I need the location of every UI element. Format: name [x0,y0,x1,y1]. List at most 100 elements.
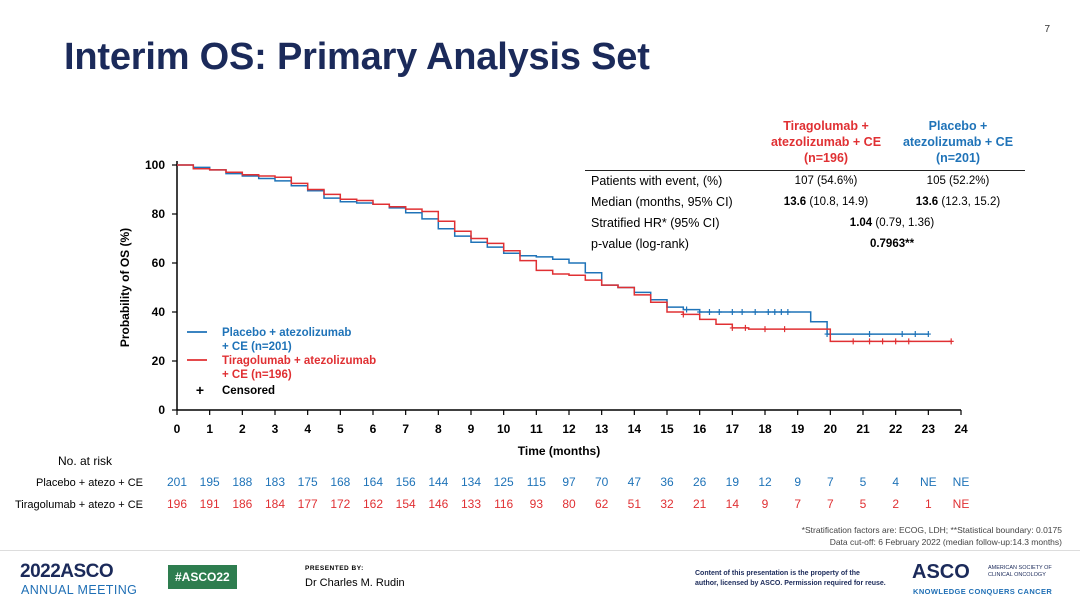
footnote-data-cutoff: Data cut-off: 6 February 2022 (median fo… [829,537,1062,547]
risk-value: 183 [265,475,285,489]
risk-table-heading: No. at risk [58,454,113,468]
censor-mark [906,338,912,345]
risk-value: 93 [530,497,544,511]
x-tick-label: 24 [954,422,968,436]
risk-value: 186 [232,497,252,511]
risk-value: 7 [794,497,801,511]
asco-logo: ASCO AMERICAN SOCIETY OF CLINICAL ONCOLO… [912,561,1053,596]
legend-label: Tiragolumab + atezolizumab [222,355,376,367]
risk-value: 12 [758,475,772,489]
censor-mark [778,309,784,315]
censor-mark [742,324,748,331]
censor-mark [729,309,735,315]
x-tick-label: 17 [726,422,740,436]
x-tick-label: 7 [402,422,409,436]
risk-value: 14 [726,497,740,511]
risk-value: NE [953,475,970,489]
risk-value: 162 [363,497,383,511]
censor-mark [899,331,905,338]
risk-value: 5 [860,497,867,511]
stats-row-hr: Stratified HR* (95% CI) 1.04 (0.79, 1.36… [585,213,1025,234]
hashtag-badge: #ASCO22 [168,565,237,589]
risk-value: 175 [298,475,318,489]
x-tick-label: 18 [758,422,772,436]
risk-value: 36 [660,475,674,489]
risk-value: 19 [726,475,740,489]
y-tick-label: 20 [152,354,166,368]
x-tick-label: 5 [337,422,344,436]
x-tick-label: 1 [206,422,213,436]
censor-mark [880,338,886,345]
x-tick-label: 20 [824,422,838,436]
risk-value: 62 [595,497,609,511]
risk-value: 9 [794,475,801,489]
risk-value: 70 [595,475,609,489]
x-tick-label: 10 [497,422,511,436]
censor-mark [762,326,768,333]
x-tick-label: 4 [304,422,311,436]
risk-row-label: Tiragolumab + atezo + CE [15,499,143,511]
y-tick-label: 0 [158,403,165,417]
censor-mark [867,338,873,345]
censor-mark [739,309,745,315]
risk-value: 1 [925,497,932,511]
x-tick-label: 16 [693,422,707,436]
risk-value: 51 [628,497,642,511]
y-tick-label: 100 [145,158,165,172]
presenter-block: PRESENTED BY: Dr Charles M. Rudin [305,565,405,589]
censor-mark [850,338,856,345]
risk-value: 21 [693,497,707,511]
legend-label: Placebo + atezolizumab [222,327,351,339]
risk-value: 4 [892,475,899,489]
stats-header-tiragolumab: Tiragolumab + atezolizumab + CE (n=196) [770,119,882,165]
risk-value: 164 [363,475,383,489]
risk-value: NE [953,497,970,511]
censor-mark [912,331,918,338]
x-tick-label: 8 [435,422,442,436]
stats-label: Stratified HR* (95% CI) [591,216,720,230]
censor-mark [765,309,771,315]
stats-value: 13.6 (10.8, 14.9) [783,196,869,208]
censor-mark [752,309,758,315]
stats-row-events: Patients with event, (%) 107 (54.6%) 105… [585,171,1025,192]
x-tick-label: 21 [856,422,870,436]
stats-value: 1.04 (0.79, 1.36) [849,217,935,229]
x-tick-label: 3 [272,422,279,436]
y-tick-label: 80 [152,207,166,221]
risk-value: 133 [461,497,481,511]
y-axis-label: Probability of OS (%) [118,228,132,347]
censor-mark [785,309,791,315]
x-tick-label: 0 [174,422,181,436]
stats-row-median: Median (months, 95% CI) 13.6 (10.8, 14.9… [585,192,1025,213]
risk-value: 154 [396,497,416,511]
risk-value: 26 [693,475,707,489]
slide-number: 7 [1044,24,1050,35]
censor-mark [729,324,735,331]
stats-value: 13.6 (12.3, 15.2) [915,196,1001,208]
x-tick-label: 11 [530,422,543,436]
legend-censored-symbol: + [196,382,204,398]
censor-mark [948,338,954,345]
footnotes: *Stratification factors are: ECOG, LDH; … [802,524,1062,548]
x-tick-label: 22 [889,422,903,436]
stats-header-row: Tiragolumab + atezolizumab + CE (n=196) … [585,116,1025,171]
risk-value: 32 [660,497,674,511]
censor-mark [706,309,712,315]
censor-mark [684,306,690,313]
risk-value: 5 [860,475,867,489]
x-tick-label: 14 [628,422,642,436]
copyright-notice: Content of this presentation is the prop… [695,570,886,587]
risk-value: 7 [827,475,834,489]
footer: 2022ASCO ANNUAL MEETING #ASCO22 PRESENTE… [0,551,1080,607]
risk-value: 144 [428,475,448,489]
censor-mark [867,331,873,338]
risk-row-label: Placebo + atezo + CE [36,477,143,489]
risk-value: 97 [562,475,576,489]
footnote-stratification: *Stratification factors are: ECOG, LDH; … [801,525,1062,535]
risk-value: 188 [232,475,252,489]
conference-logo: 2022ASCO ANNUAL MEETING [20,561,138,597]
risk-value: 191 [200,497,220,511]
stats-value: 0.7963** [869,238,915,250]
risk-value: NE [920,475,937,489]
